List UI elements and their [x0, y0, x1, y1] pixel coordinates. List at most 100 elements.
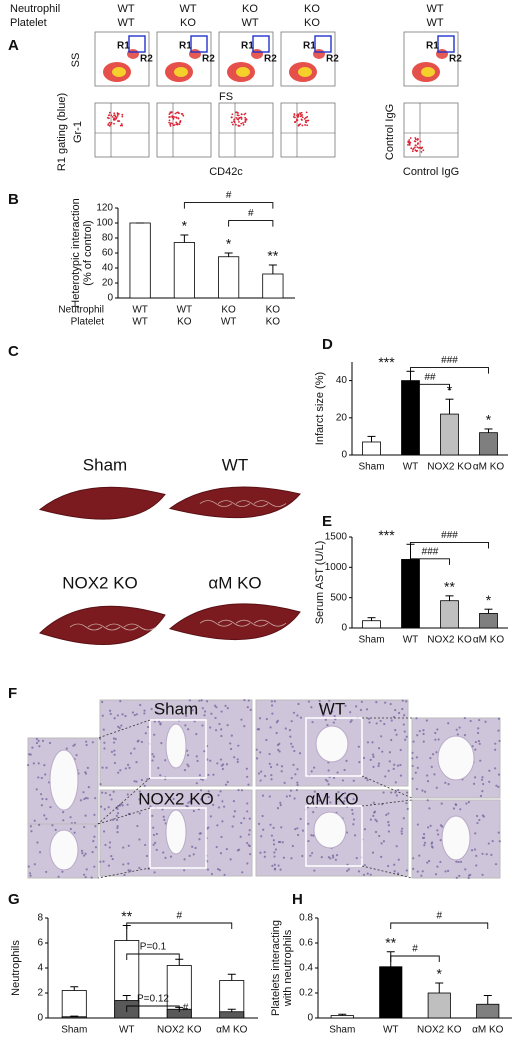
nucleus	[375, 820, 378, 823]
event-dot	[111, 116, 114, 118]
nucleus	[33, 819, 36, 822]
nucleus	[83, 825, 86, 829]
nucleus	[282, 856, 286, 859]
nucleus	[280, 826, 283, 829]
nucleus	[402, 723, 405, 726]
event-dot	[110, 114, 113, 117]
nucleus	[411, 751, 414, 754]
nucleus	[454, 803, 457, 806]
event-dot	[176, 111, 178, 114]
nucleus	[129, 752, 133, 755]
nucleus	[393, 870, 396, 873]
nucleus	[232, 815, 235, 818]
error-bar	[268, 264, 277, 274]
nucleus	[44, 773, 47, 776]
nucleus	[313, 790, 316, 793]
nucleus	[91, 741, 95, 744]
event-dot	[306, 124, 309, 127]
nucleus	[497, 717, 501, 720]
nucleus	[431, 753, 435, 756]
nucleus	[261, 814, 264, 818]
nucleus	[317, 794, 320, 798]
nucleus	[246, 842, 249, 845]
nucleus	[93, 865, 96, 868]
nucleus	[263, 774, 267, 778]
nucleus	[446, 869, 450, 872]
nucleus	[185, 749, 189, 752]
nucleus	[103, 747, 106, 750]
nucleus	[387, 824, 390, 827]
nucleus	[73, 831, 76, 834]
nucleus	[273, 855, 276, 858]
x-tick-label: WT	[177, 305, 193, 316]
nucleus	[299, 716, 303, 719]
event-dot	[240, 118, 243, 120]
nucleus	[203, 750, 206, 753]
nucleus	[196, 759, 199, 763]
nucleus	[351, 812, 354, 815]
nucleus	[404, 738, 407, 741]
nucleus	[279, 840, 282, 844]
event-dot	[118, 120, 120, 122]
nucleus	[117, 725, 120, 728]
event-dot	[169, 112, 172, 114]
y-tick-label: 20	[336, 412, 348, 423]
gate-label: R1	[241, 41, 254, 52]
nucleus	[381, 750, 384, 753]
nucleus	[326, 779, 329, 783]
nucleus	[162, 851, 165, 854]
y-tick-label: 4	[37, 963, 43, 974]
nucleus	[271, 864, 274, 867]
nucleus	[272, 843, 276, 846]
nucleus	[423, 790, 427, 793]
nucleus	[394, 708, 397, 712]
nucleus	[126, 793, 129, 796]
nucleus	[153, 720, 156, 723]
bar	[401, 559, 420, 629]
nucleus	[290, 742, 293, 745]
nucleus	[107, 864, 111, 867]
infarct-area	[123, 623, 157, 631]
gate-label: R2	[326, 54, 339, 65]
nucleus	[270, 704, 274, 707]
zoom-connector	[97, 719, 151, 739]
significance-bracket	[410, 367, 489, 374]
nucleus	[412, 867, 415, 870]
nucleus	[494, 863, 498, 866]
nucleus	[301, 854, 304, 858]
x-tick-label: NOX2 KO	[157, 1025, 202, 1036]
nucleus	[186, 763, 189, 766]
y-tick-label: 0.4	[299, 963, 313, 974]
nucleus	[203, 714, 206, 717]
nucleus	[434, 873, 438, 876]
nucleus	[92, 840, 95, 843]
nucleus	[412, 857, 415, 860]
nucleus	[247, 833, 251, 836]
event-dot	[297, 115, 300, 118]
nucleus	[335, 854, 339, 857]
nucleus	[220, 835, 223, 839]
nucleus	[281, 841, 284, 844]
nucleus	[195, 711, 198, 714]
flow-population	[298, 67, 312, 77]
event-dot	[307, 119, 310, 122]
nucleus	[133, 713, 136, 717]
nucleus	[352, 823, 355, 826]
nucleus	[102, 728, 105, 731]
nucleus	[270, 778, 273, 781]
nucleus	[352, 779, 355, 782]
significance-bracket	[390, 955, 440, 962]
nucleus	[268, 752, 271, 756]
nucleus	[214, 716, 217, 720]
event-dot	[240, 122, 243, 125]
x-tick-label: Sham	[61, 1025, 87, 1036]
nucleus	[37, 776, 40, 779]
nucleus	[138, 798, 141, 801]
nucleus	[387, 812, 390, 815]
y-tick-label: 100	[96, 218, 113, 229]
significance-mark: **	[121, 908, 132, 924]
event-dot	[108, 114, 111, 117]
nucleus	[172, 797, 175, 801]
y-tick-label: 2	[37, 988, 43, 999]
nucleus	[425, 719, 428, 722]
